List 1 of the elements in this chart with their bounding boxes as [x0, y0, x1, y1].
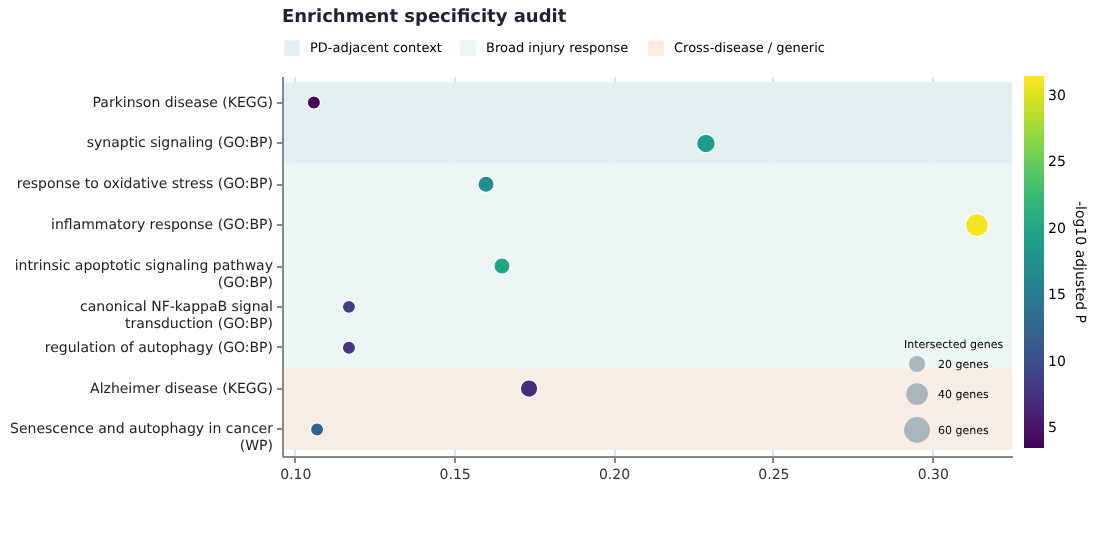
chart-title: Enrichment specificity audit: [282, 8, 568, 28]
